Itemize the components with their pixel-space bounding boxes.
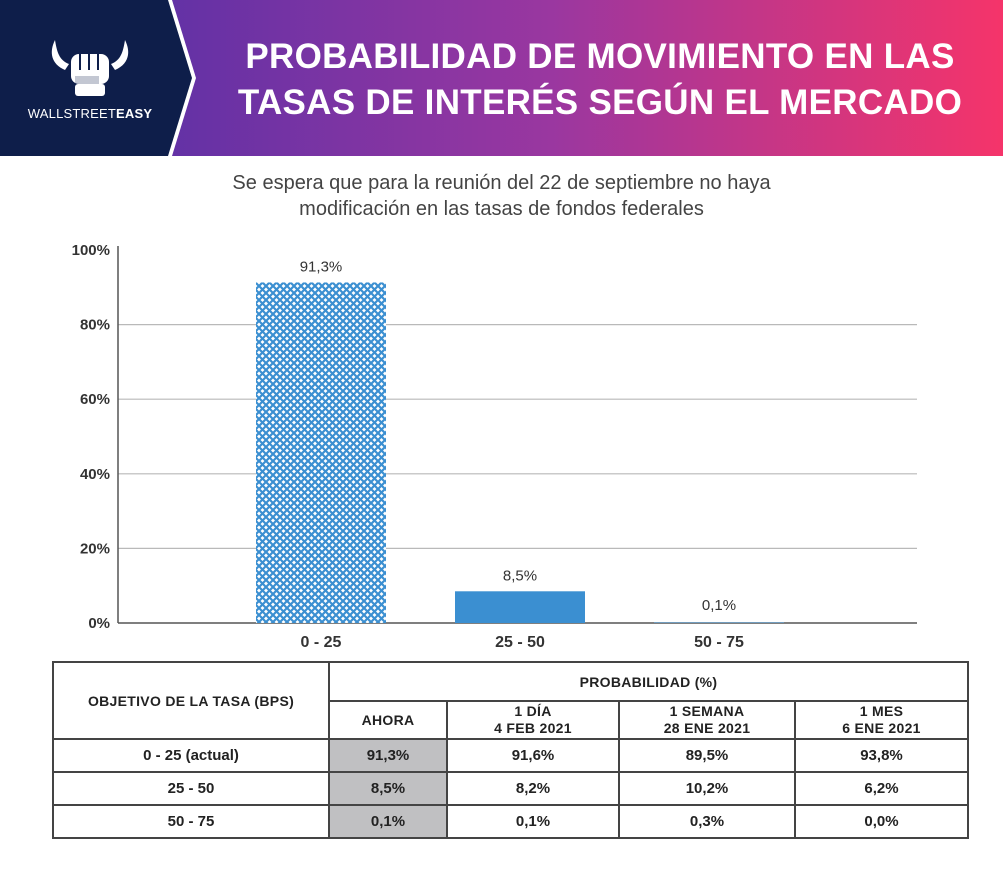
brand-wordmark: WALLSTREETEASY xyxy=(28,106,152,121)
subheader-1-week-line1: 1 SEMANA xyxy=(669,703,745,719)
y-tick-label: 60% xyxy=(80,391,110,408)
subheader-1-day-line1: 1 DÍA xyxy=(514,703,552,719)
header-banner: WALLSTREETEASY PROBABILIDAD DE MOVIMIENT… xyxy=(0,0,1003,156)
bar xyxy=(256,282,386,623)
data-label: 91,3% xyxy=(300,258,343,275)
header-background xyxy=(0,0,1003,156)
cell-1-month: 6,2% xyxy=(794,771,969,806)
cell-1-week: 89,5% xyxy=(618,738,796,773)
cell-now: 0,1% xyxy=(328,804,448,839)
gridlines xyxy=(118,323,917,549)
subheader-now-line1: AHORA xyxy=(361,711,415,728)
cell-1-month: 0,0% xyxy=(794,804,969,839)
bar xyxy=(455,591,585,623)
cell-1-month: 93,8% xyxy=(794,738,969,773)
cell-1-day: 91,6% xyxy=(446,738,620,773)
brand-prefix: WALLSTREET xyxy=(27,105,116,121)
x-tick-label: 0 - 25 xyxy=(301,634,342,651)
subheader-1-month: 1 MES 6 ENE 2021 xyxy=(794,700,969,740)
title-line-2: TASAS DE INTERÉS SEGÚN EL MERCADO xyxy=(237,83,963,122)
cell-1-week: 0,3% xyxy=(618,804,796,839)
subheader-1-day: 1 DÍA 4 FEB 2021 xyxy=(446,700,620,740)
title-line-1: PROBABILIDAD DE MOVIMIENTO EN LAS xyxy=(245,37,955,76)
y-tick-label: 80% xyxy=(80,317,110,334)
row-target: 0 - 25 (actual) xyxy=(52,738,330,773)
brand-suffix: EASY xyxy=(116,105,153,121)
data-label: 8,5% xyxy=(503,567,537,584)
cell-1-week: 10,2% xyxy=(618,771,796,806)
bars xyxy=(256,282,784,623)
bar xyxy=(654,622,784,623)
subheader-1-day-line2: 4 FEB 2021 xyxy=(494,720,572,736)
x-tick-label: 25 - 50 xyxy=(495,634,545,651)
subheader-1-week-line2: 28 ENE 2021 xyxy=(663,720,751,736)
row-target: 25 - 50 xyxy=(52,771,330,806)
labels: 0% 20% 40% 60% 80% 100% 91,3% 0 - 25 8,5% 25 - 50… xyxy=(72,242,744,651)
y-tick-label: 40% xyxy=(80,466,110,483)
subtitle-line-1: Se espera que para la reunión del 22 de … xyxy=(232,172,771,194)
y-tick-label: 0% xyxy=(88,615,110,632)
data-label: 0,1% xyxy=(702,597,736,614)
table-row: 50 - 75 0,1% 0,1% 0,3% 0,0% xyxy=(52,804,969,839)
cell-1-day: 0,1% xyxy=(446,804,620,839)
page-title: PROBABILIDAD DE MOVIMIENTO EN LAS TASAS … xyxy=(205,34,995,126)
y-tick-label: 100% xyxy=(72,242,110,259)
x-tick-label: 50 - 75 xyxy=(694,634,744,651)
probability-table: OBJETIVO DE LA TASA (BPS) PROBABILIDAD (… xyxy=(52,661,969,839)
bar-chart: 0% 20% 40% 60% 80% 100% 91,3% 0 - 25 8,5% 25 - 50… xyxy=(72,242,917,651)
cell-now: 8,5% xyxy=(328,771,448,806)
target-rate-header: OBJETIVO DE LA TASA (BPS) xyxy=(52,661,330,740)
subtitle-line-2: modificación en las tasas de fondos fede… xyxy=(299,198,704,220)
probability-header: PROBABILIDAD (%) xyxy=(328,661,969,702)
table-row: 25 - 50 8,5% 8,2% 10,2% 6,2% xyxy=(52,771,969,806)
subheader-1-month-line1: 1 MES xyxy=(859,703,904,719)
bull-fist-logo-icon xyxy=(51,39,129,96)
subheader-now: AHORA xyxy=(328,700,448,740)
brand: WALLSTREETEASY xyxy=(0,0,180,156)
table-row: 0 - 25 (actual) 91,3% 91,6% 89,5% 93,8% xyxy=(52,738,969,773)
cell-1-day: 8,2% xyxy=(446,771,620,806)
row-target: 50 - 75 xyxy=(52,804,330,839)
cell-now: 91,3% xyxy=(328,738,448,773)
chart-subtitle: Se espera que para la reunión del 22 de … xyxy=(100,170,903,222)
y-tick-label: 20% xyxy=(80,540,110,557)
subheader-1-week: 1 SEMANA 28 ENE 2021 xyxy=(618,700,796,740)
subheader-1-month-line2: 6 ENE 2021 xyxy=(842,720,921,736)
